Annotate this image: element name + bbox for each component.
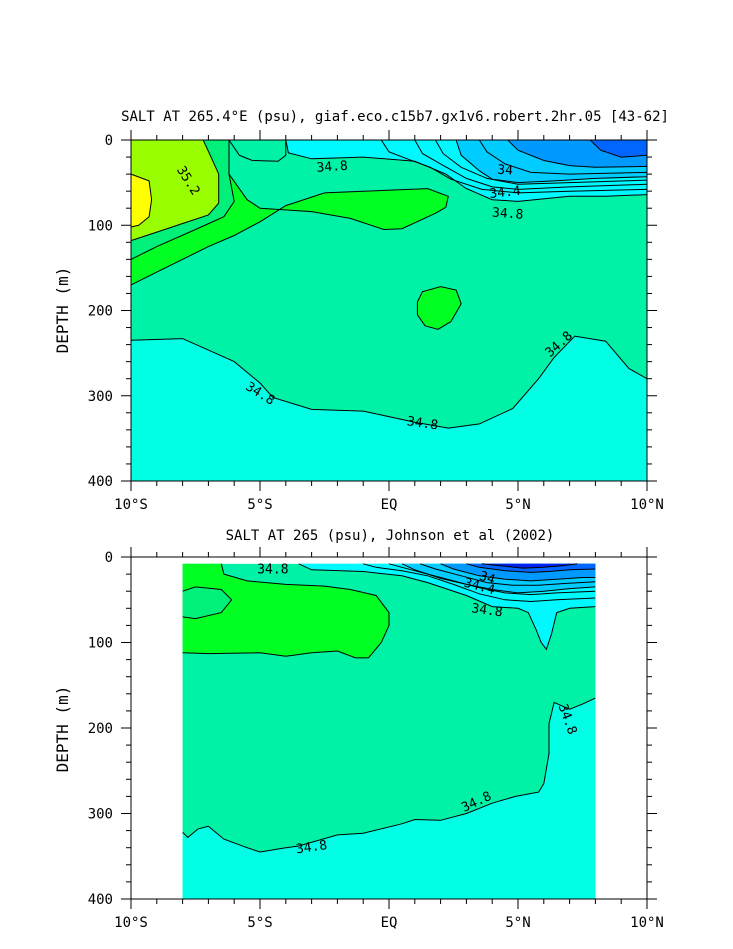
y-tick-label: 400 <box>88 892 113 908</box>
contour-line <box>388 563 596 596</box>
contour-line <box>507 139 648 168</box>
panel-model: SALT AT 265.4°E (psu), giaf.eco.c15b7.gx… <box>53 109 669 513</box>
contour-fill-region <box>182 698 596 899</box>
contour-line <box>401 563 596 594</box>
contour-line <box>130 140 235 260</box>
contour-lines <box>182 563 596 853</box>
contour-fill-region <box>131 140 219 241</box>
contour-label: 34.8 <box>257 562 288 577</box>
x-tick-label: 10°N <box>630 497 664 513</box>
x-tick-label: EQ <box>381 497 398 513</box>
contour-line <box>466 563 596 573</box>
contour-label: 34.8 <box>406 414 439 433</box>
panel-observations: SALT AT 265 (psu), Johnson et al (2002) … <box>53 528 664 931</box>
contour-line <box>416 286 462 330</box>
contour-line <box>455 139 648 184</box>
y-tick-label: 300 <box>88 389 113 405</box>
chart-title: SALT AT 265 (psu), Johnson et al (2002) <box>226 528 555 544</box>
y-tick-label: 100 <box>88 218 113 234</box>
x-tick-label: 10°N <box>630 915 664 931</box>
y-tick-label: 100 <box>88 636 113 652</box>
contour-line <box>414 139 648 190</box>
contour-label: 34.8 <box>470 601 503 620</box>
contour-line <box>419 563 596 586</box>
contour-line <box>130 335 648 429</box>
axes: 10°S 5°S EQ 5°N 10°N 0 100 200 300 400 <box>88 547 664 931</box>
contour-line <box>298 563 596 651</box>
y-tick-label: 200 <box>88 721 113 737</box>
contour-line <box>182 586 233 620</box>
contour-line <box>440 563 596 582</box>
contour-label: 34.4 <box>489 184 522 202</box>
contour-line <box>478 139 648 175</box>
x-tick-label: 10°S <box>114 915 148 931</box>
contour-line <box>130 173 153 228</box>
contour-line <box>380 139 648 194</box>
contour-fill-region <box>131 336 647 481</box>
contour-label: 34.8 <box>492 206 524 223</box>
contour-line <box>434 139 648 185</box>
contour-line <box>228 139 287 162</box>
x-tick-label: EQ <box>381 915 398 931</box>
x-tick-label: 5°S <box>247 915 272 931</box>
y-tick-label: 0 <box>105 550 113 566</box>
contour-fill-region <box>182 586 232 619</box>
axes: 10°S 5°S EQ 5°N 10°N 0 100 200 300 400 <box>88 130 664 513</box>
x-tick-label: 10°S <box>114 497 148 513</box>
y-tick-label: 300 <box>88 807 113 823</box>
y-axis-label: DEPTH (m) <box>53 686 72 773</box>
y-tick-label: 0 <box>105 133 113 149</box>
chart-title: SALT AT 265.4°E (psu), giaf.eco.c15b7.gx… <box>121 109 669 125</box>
contour-label: 34.8 <box>295 838 328 857</box>
contour-line <box>130 140 449 286</box>
contour-fill-region <box>131 174 152 227</box>
x-tick-label: 5°N <box>505 497 530 513</box>
contour-label: 34.8 <box>316 159 348 176</box>
contour-fill-region <box>481 563 578 569</box>
contour-label: 34 <box>477 569 497 588</box>
contour-line <box>589 139 648 158</box>
x-tick-label: 5°S <box>247 497 272 513</box>
contour-lines <box>130 139 648 429</box>
x-tick-label: 5°N <box>505 915 530 931</box>
y-tick-label: 400 <box>88 474 113 490</box>
y-tick-label: 200 <box>88 304 113 320</box>
y-axis-label: DEPTH (m) <box>53 267 72 354</box>
contour-fill-region <box>417 286 462 330</box>
contour-line <box>130 139 220 242</box>
contour-line <box>182 697 596 853</box>
contour-fill-region <box>182 563 389 658</box>
contour-fill-region <box>590 140 647 158</box>
contour-line <box>182 563 390 659</box>
contour-line <box>363 563 596 603</box>
contour-label: 34 <box>497 163 514 179</box>
contour-line <box>481 563 578 569</box>
